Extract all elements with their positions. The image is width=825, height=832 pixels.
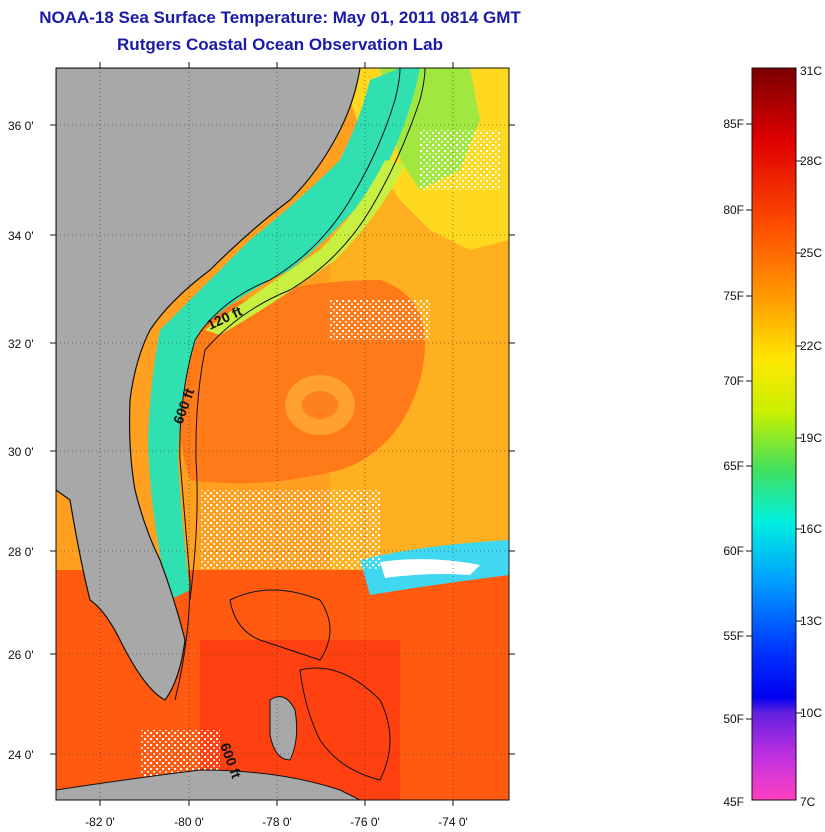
cb-c-10: 10C <box>800 706 822 720</box>
lon-label-74: -74 0' <box>438 815 468 829</box>
cb-c-13: 13C <box>800 614 822 628</box>
cb-f-60: 60F <box>723 544 744 558</box>
cb-c-19: 19C <box>800 431 822 445</box>
cloud-cover-band <box>380 559 480 578</box>
lat-label-24: 24 0' <box>8 748 34 762</box>
contour-600ft <box>189 68 426 601</box>
cb-c-25: 25C <box>800 246 822 260</box>
cloud-cover-north <box>420 130 500 190</box>
lat-label-28: 28 0' <box>8 545 34 559</box>
cb-f-85: 85F <box>723 117 744 131</box>
colorbar-ticks <box>746 123 802 720</box>
cb-c-28: 28C <box>800 154 822 168</box>
lat-label-30: 30 0' <box>8 445 34 459</box>
cloud-cover-central <box>200 490 380 570</box>
cb-f-75: 75F <box>723 289 744 303</box>
lon-label-80: -80 0' <box>174 815 204 829</box>
cb-f-80: 80F <box>723 203 744 217</box>
cb-f-65: 65F <box>723 459 744 473</box>
lon-label-76: -76 0' <box>350 815 380 829</box>
warm-eddy-center <box>302 391 338 419</box>
contour-120ft <box>174 68 401 701</box>
map-frame <box>55 67 510 801</box>
map-imagery <box>56 68 509 800</box>
cloud-cover-stream <box>330 300 430 340</box>
map-title: NOAA-18 Sea Surface Temperature: May 01,… <box>39 8 521 27</box>
lat-label-26: 26 0' <box>8 648 34 662</box>
shelf-water <box>148 68 420 600</box>
lon-label-78: -78 0' <box>262 815 292 829</box>
bahamas-bank-outline-south <box>299 667 391 781</box>
land-andros <box>269 696 298 761</box>
lat-label-34: 34 0' <box>8 229 34 243</box>
cb-c-7: 7C <box>800 795 816 808</box>
cb-c-22: 22C <box>800 339 822 353</box>
cb-c-16: 16C <box>800 522 822 536</box>
sst-map: 120 ft 600 ft 600 ft <box>8 62 515 829</box>
land-cuba <box>56 769 361 800</box>
lat-label-36: 36 0' <box>8 119 34 133</box>
lon-label-82: -82 0' <box>85 815 115 829</box>
axis-ticks <box>50 62 515 806</box>
cb-f-70: 70F <box>723 374 744 388</box>
cb-f-45: 45F <box>723 795 744 808</box>
bahamas-bank-outline <box>229 589 331 661</box>
cb-c-31: 31C <box>800 64 822 78</box>
map-subtitle: Rutgers Coastal Ocean Observation Lab <box>117 35 443 54</box>
cb-f-55: 55F <box>723 629 744 643</box>
shelf-edge-front <box>205 160 405 335</box>
temperature-colorbar: 85F 80F 75F 70F 65F 60F 55F 50F 45F 31C … <box>723 64 822 808</box>
land-us-southeast <box>56 68 361 701</box>
lat-label-32: 32 0' <box>8 337 34 351</box>
cb-f-50: 50F <box>723 712 744 726</box>
colorbar-gradient <box>751 67 797 801</box>
